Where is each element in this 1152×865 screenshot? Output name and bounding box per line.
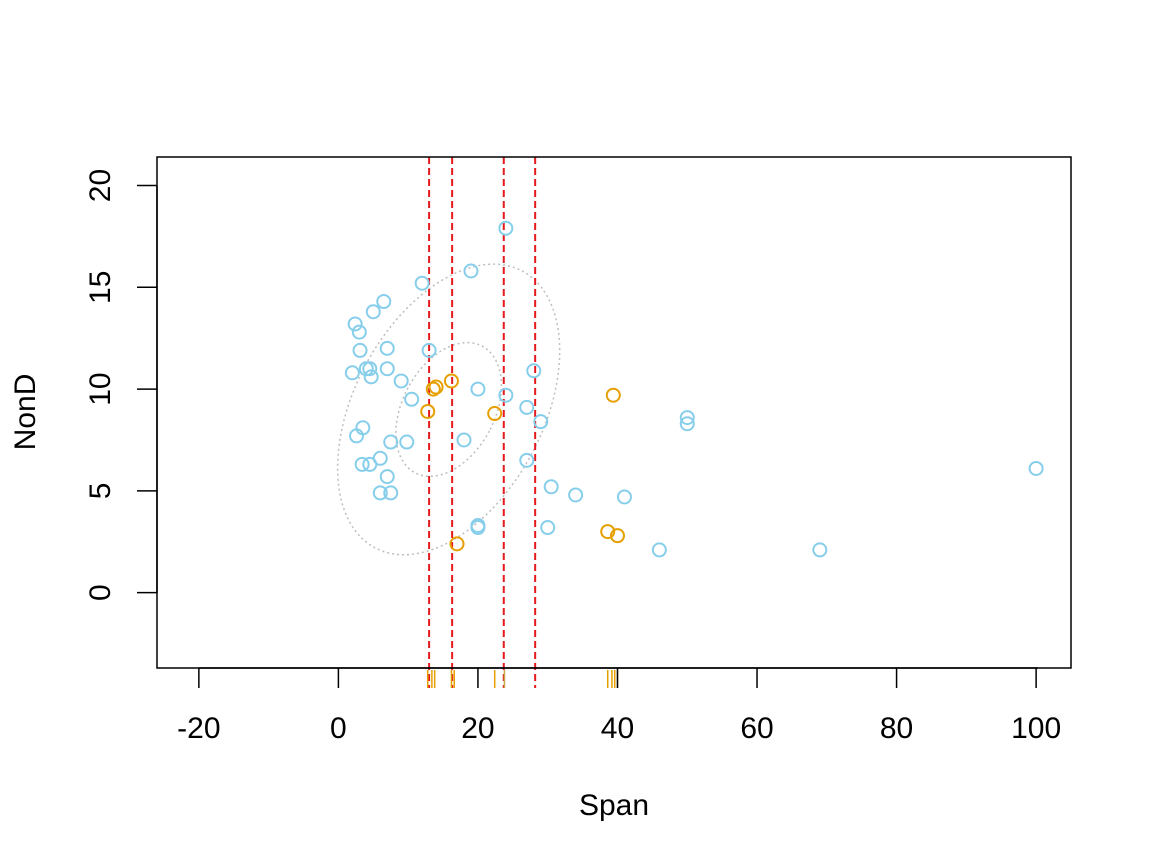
data-point-s1-10 [421,342,437,358]
data-point-s1-15 [379,361,395,377]
y-tick-label-2: 10 [84,372,117,405]
x-tick-label-2: 20 [461,712,494,745]
data-point-s1-21 [519,399,535,415]
data-point-s1-3 [352,342,368,358]
data-point-s1-17 [404,391,420,407]
data-point-s1-43 [679,410,695,426]
y-tick-label-1: 5 [84,483,117,500]
data-point-s1-13 [363,369,379,385]
data-point-s1-29 [354,456,370,472]
y-axis: 0 5 10 15 20 [84,169,158,601]
y-tick-label-4: 20 [84,169,117,202]
data-point-s2-6 [605,387,621,403]
data-point-s1-24 [349,428,365,444]
data-point-s2-3 [428,379,444,395]
data-point-s1-2 [351,324,367,340]
ellipse-inner [395,341,503,478]
data-point-s1-39 [470,520,486,536]
data-point-s1-27 [456,432,472,448]
data-point-s1-16 [393,373,409,389]
data-point-s1-32 [519,452,535,468]
data-point-s1-34 [568,487,584,503]
x-tick-label-5: 80 [880,712,913,745]
data-point-s2-7 [449,536,465,552]
data-point-s2-5 [487,406,503,422]
data-point-s1-5 [376,294,392,310]
x-tick-label-0: -20 [177,712,220,745]
data-point-s1-6 [414,275,430,291]
x-tick-label-4: 60 [740,712,773,745]
data-point-s1-18 [470,381,486,397]
data-point-s1-8 [498,220,514,236]
x-axis: -20 0 20 40 60 80 100 [177,667,1061,745]
data-point-s1-35 [616,489,632,505]
data-point-s1-12 [362,361,378,377]
data-point-s1-41 [651,542,667,558]
data-point-s1-25 [383,434,399,450]
data-point-s1-22 [533,414,549,430]
data-point-s1-4 [365,304,381,320]
data-point-s2-4 [443,373,459,389]
y-tick-label-0: 0 [84,584,117,601]
data-point-s1-36 [372,485,388,501]
data-point-s1-7 [463,263,479,279]
y-axis-title: NonD [9,374,42,451]
data-point-s1-40 [540,520,556,536]
data-point-s2-9 [609,528,625,544]
x-tick-label-3: 40 [601,712,634,745]
data-point-s1-30 [362,456,378,472]
data-point-s1-33 [543,479,559,495]
point-layer [344,220,1044,558]
data-point-s1-42 [812,542,828,558]
data-point-s2-1 [420,403,436,419]
y-tick-label-3: 15 [84,271,117,304]
data-point-s1-20 [526,363,542,379]
data-point-s1-45 [1028,460,1044,476]
x-tick-label-6: 100 [1011,712,1061,745]
data-point-s1-19 [498,387,514,403]
data-point-s1-14 [344,365,360,381]
data-point-s1-26 [399,434,415,450]
data-point-s1-44 [679,416,695,432]
data-point-s1-31 [379,469,395,485]
x-tick-label-1: 0 [330,712,347,745]
x-axis-title: Span [579,789,649,822]
data-point-s1-9 [379,340,395,356]
data-point-s2-2 [425,381,441,397]
data-point-s1-37 [383,485,399,501]
data-point-s1-1 [347,316,363,332]
data-point-s2-8 [600,524,616,540]
